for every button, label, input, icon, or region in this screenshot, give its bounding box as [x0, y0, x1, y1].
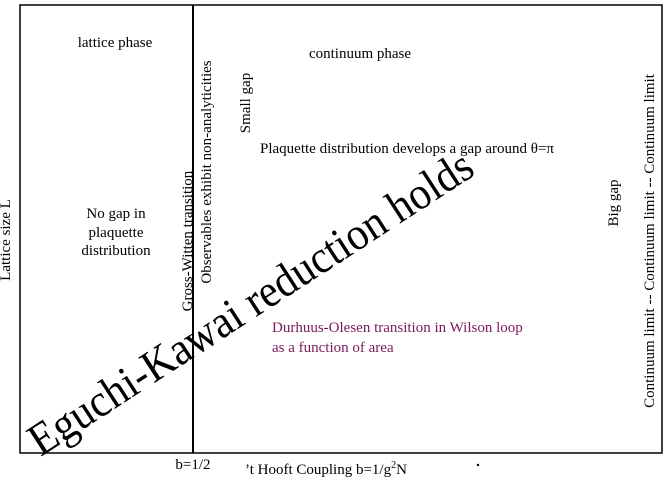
gross-witten: Gross-Witten transition — [180, 170, 196, 311]
plaquette-gap: Plaquette distribution develops a gap ar… — [260, 141, 554, 157]
observables: Observables exhibit non-analyticities — [199, 60, 215, 283]
x-axis-label: ’t Hooft Coupling b=1/g2N — [245, 460, 407, 478]
continuum-phase: continuum phase — [309, 46, 411, 62]
dot — [476, 463, 480, 467]
big-gap: Big gap — [606, 179, 622, 226]
y-axis-label: Lattice size L — [0, 199, 14, 281]
no-gap-line: No gap in — [86, 206, 146, 222]
no-gap-line: plaquette — [89, 225, 144, 241]
x-label-sup: 2 — [391, 460, 396, 471]
eguchi-kawai: Eguchi-Kawai reduction holds — [18, 139, 482, 465]
x-label-end: N — [396, 462, 407, 478]
continuum-limit: Continuum limit -- Continuum limit -- Co… — [642, 73, 658, 408]
durhuus-olesen: Durhuus-Olesen transition in Wilson loop — [272, 320, 523, 336]
durhuus-olesen: as a function of area — [272, 340, 394, 356]
lattice-phase: lattice phase — [78, 35, 153, 51]
x-label-main: ’t Hooft Coupling b=1/g — [245, 462, 392, 478]
frame — [19, 4, 663, 454]
small-gap: Small gap — [238, 73, 254, 133]
x-marker: b=1/2 — [175, 457, 210, 473]
no-gap-line: distribution — [81, 243, 151, 259]
